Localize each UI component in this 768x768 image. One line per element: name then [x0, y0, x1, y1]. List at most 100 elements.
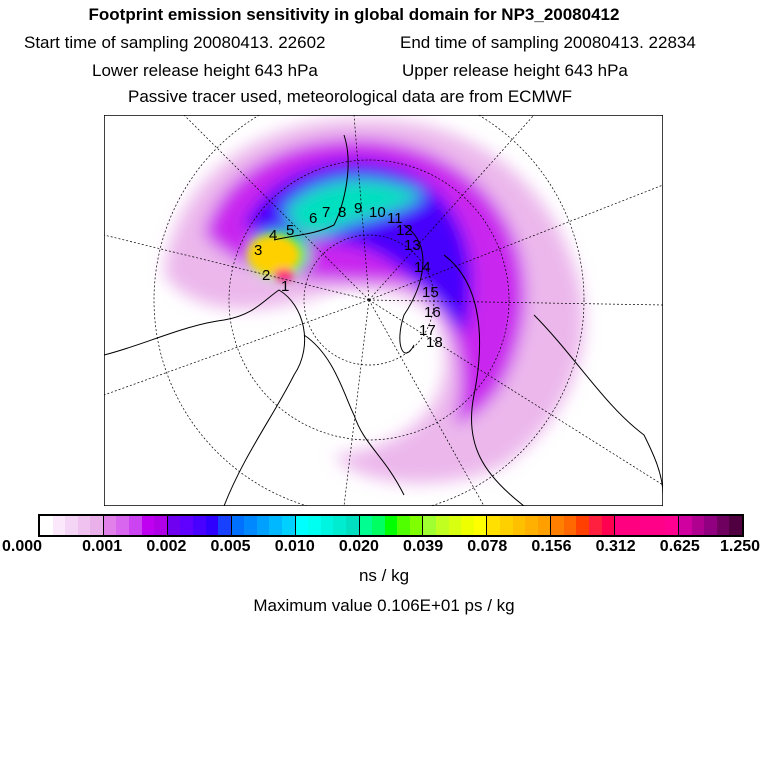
trajectory-label: 3 — [254, 242, 262, 259]
colorbar-segment — [423, 516, 488, 535]
colorbar-tick-label: 0.020 — [338, 538, 379, 555]
sensitivity-field — [164, 119, 585, 484]
colorbar-swatch — [436, 516, 449, 535]
colorbar-swatch — [601, 516, 615, 535]
trajectory-label: 18 — [426, 334, 443, 351]
colorbar-units: ns / kg — [358, 566, 410, 585]
colorbar-tick-label: 0.000 — [1, 538, 43, 555]
colorbar-tick-label: 0.625 — [659, 538, 700, 555]
trajectory-label: 14 — [414, 259, 431, 276]
colorbar-segment — [295, 516, 360, 535]
trajectory-label: 15 — [422, 284, 439, 301]
trajectory-label: 12 — [396, 222, 413, 239]
colorbar-swatch — [525, 516, 538, 535]
colorbar-swatch — [52, 516, 66, 535]
colorbar-swatch — [141, 516, 155, 535]
trajectory-label: 16 — [424, 304, 441, 321]
colorbar-swatch — [308, 516, 321, 535]
colorbar-swatch — [282, 516, 295, 535]
colorbar-swatch — [372, 516, 385, 535]
colorbar-swatch — [499, 516, 513, 535]
colorbar-swatch — [154, 516, 167, 535]
colorbar-tick-label: 0.005 — [210, 538, 251, 555]
colorbar-swatch — [397, 516, 410, 535]
colorbar-swatch — [167, 516, 181, 535]
colorbar-swatch — [359, 516, 373, 535]
colorbar-swatch — [295, 516, 309, 535]
colorbar-swatch — [116, 516, 130, 535]
trajectory-label: 6 — [309, 210, 317, 227]
colorbar-swatch — [537, 516, 551, 535]
colorbar-swatch — [320, 516, 334, 535]
colorbar-segment — [487, 516, 552, 535]
colorbar-swatch — [345, 516, 359, 535]
coastlines — [104, 134, 663, 506]
colorbar-swatch — [576, 516, 589, 535]
colorbar-swatch — [704, 516, 717, 535]
colorbar-swatch — [423, 516, 437, 535]
maximum-value: Maximum value 0.106E+01 ps / kg — [253, 596, 515, 615]
colorbar-segment — [551, 516, 616, 535]
colorbar-tick-label: 0.039 — [403, 538, 444, 555]
colorbar-segment — [40, 516, 104, 535]
colorbar-swatch — [461, 516, 474, 535]
upper-release-height: Upper release height 643 hPa — [402, 61, 628, 80]
colorbar-swatch — [205, 516, 219, 535]
colorbar-swatch — [65, 516, 78, 535]
colorbar-swatch — [691, 516, 705, 535]
colorbar-tick-label: 0.001 — [82, 538, 123, 555]
colorbar-swatch — [627, 516, 641, 535]
colorbar-tick-label: 0.010 — [274, 538, 315, 555]
trajectory-label: 9 — [354, 200, 362, 217]
colorbar-tick-label: 0.312 — [595, 538, 636, 555]
colorbar-swatch — [473, 516, 487, 535]
colorbar-segment — [615, 516, 680, 535]
colorbar-swatch — [77, 516, 91, 535]
colorbar-swatch — [487, 516, 500, 535]
colorbar-swatch — [103, 516, 117, 535]
graticule — [104, 115, 663, 506]
colorbar-swatch — [40, 516, 53, 535]
colorbar-tick-label: 0.078 — [467, 538, 508, 555]
colorbar-swatch — [563, 516, 577, 535]
colorbar-swatch — [244, 516, 257, 535]
end-time: End time of sampling 20080413. 22834 — [400, 33, 696, 52]
trajectory-label: 1 — [281, 278, 289, 295]
colorbar-segment — [679, 516, 742, 535]
colorbar-swatch — [333, 516, 346, 535]
colorbar-swatch — [192, 516, 206, 535]
colorbar-tick-label: 0.002 — [146, 538, 187, 555]
colorbar — [38, 514, 744, 537]
colorbar-swatch — [129, 516, 142, 535]
trajectory-label: 5 — [286, 222, 294, 239]
trajectory-label: 17 — [419, 322, 436, 339]
colorbar-swatch — [90, 516, 103, 535]
colorbar-swatch — [269, 516, 283, 535]
trajectory-label: 10 — [369, 204, 386, 221]
colorbar-swatch — [180, 516, 193, 535]
colorbar-swatch — [512, 516, 526, 535]
trajectory-label: 11 — [387, 210, 403, 227]
trajectory-label: 2 — [262, 267, 270, 284]
colorbar-tick-label: 0.156 — [531, 538, 572, 555]
start-time: Start time of sampling 20080413. 22602 — [24, 33, 326, 52]
trajectory-label: 4 — [269, 227, 277, 244]
colorbar-swatch — [551, 516, 564, 535]
colorbar-swatch — [640, 516, 653, 535]
colorbar-segment — [231, 516, 296, 535]
colorbar-swatch — [615, 516, 628, 535]
colorbar-swatch — [384, 516, 398, 535]
colorbar-swatch — [665, 516, 679, 535]
colorbar-swatch — [231, 516, 245, 535]
figure-title: Footprint emission sensitivity in global… — [88, 5, 620, 24]
colorbar-swatch — [448, 516, 462, 535]
trajectory-label: 7 — [322, 204, 330, 221]
colorbar-segment — [103, 516, 168, 535]
colorbar-tick-label: 1.250 — [719, 538, 761, 555]
colorbar-swatch — [729, 516, 742, 535]
trajectory-label: 8 — [338, 204, 346, 221]
colorbar-swatch — [679, 516, 692, 535]
colorbar-segment — [167, 516, 232, 535]
